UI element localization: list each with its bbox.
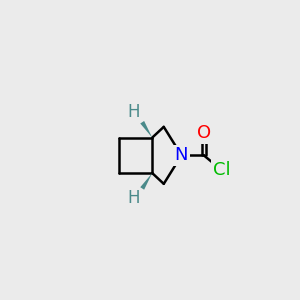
Text: H: H	[128, 103, 140, 122]
Text: Cl: Cl	[213, 161, 230, 179]
Polygon shape	[140, 173, 152, 190]
Text: H: H	[128, 189, 140, 207]
Polygon shape	[140, 121, 152, 138]
Text: O: O	[197, 124, 211, 142]
Text: N: N	[175, 146, 188, 164]
